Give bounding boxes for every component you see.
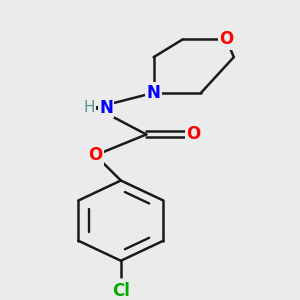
Text: H: H [84, 100, 95, 115]
Text: O: O [187, 125, 201, 143]
Text: N: N [99, 99, 113, 117]
Text: N: N [147, 84, 160, 102]
Text: O: O [88, 146, 103, 164]
Text: Cl: Cl [112, 282, 130, 300]
Text: O: O [219, 30, 234, 48]
